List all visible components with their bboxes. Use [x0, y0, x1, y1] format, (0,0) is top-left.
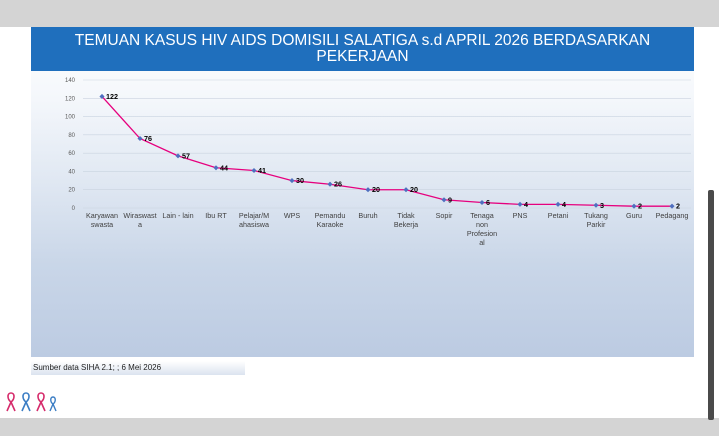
x-category-label: Tukang Parkir — [584, 211, 608, 229]
x-category-label: Pelajar/M ahasiswa — [239, 211, 269, 229]
x-category-label: PNS — [513, 211, 528, 220]
red-ribbon-logo — [6, 392, 57, 412]
data-point — [479, 199, 485, 206]
ribbon-figure-right — [36, 392, 46, 412]
x-category-label: Sopir — [436, 211, 453, 220]
data-label: 4 — [524, 200, 528, 209]
data-point — [251, 167, 257, 174]
x-category-label: Wiraswast a — [123, 211, 156, 229]
y-tick-label: 20 — [68, 188, 75, 194]
data-label: 26 — [334, 180, 342, 189]
y-tick-label: 60 — [68, 151, 75, 157]
data-point — [213, 165, 219, 171]
data-label: 76 — [144, 134, 152, 143]
data-label: 3 — [600, 201, 604, 210]
x-category-label: Petani — [548, 211, 569, 220]
data-label: 9 — [448, 195, 452, 204]
data-point — [555, 201, 561, 207]
data-label: 20 — [410, 185, 418, 194]
data-label: 57 — [182, 151, 190, 160]
data-label: 41 — [258, 166, 266, 175]
x-category-label: Lain - lain — [162, 211, 193, 220]
data-point — [365, 187, 371, 193]
data-point — [593, 202, 599, 208]
x-category-label: Ibu RT — [205, 211, 227, 220]
data-point — [517, 201, 523, 207]
ribbon-figure-center — [21, 392, 31, 412]
data-label: 2 — [676, 202, 680, 211]
data-point — [327, 181, 333, 187]
top-toolbar-strip — [0, 0, 719, 27]
line-chart: 0 20 40 60 80 100 120 140 Karyawan swasta Wiraswas… — [65, 78, 691, 247]
x-category-label: Karyawan swasta — [86, 211, 118, 229]
vertical-scrollbar[interactable] — [708, 190, 714, 420]
chart-slide: TEMUAN KASUS HIV AIDS DOMISILI SALATIGA … — [31, 27, 694, 357]
data-point — [175, 153, 181, 159]
data-label: 6 — [486, 198, 490, 207]
source-note: Sumber data SIHA 2.1; ; 6 Mei 2026 — [31, 361, 245, 375]
chart-title: TEMUAN KASUS HIV AIDS DOMISILI SALATIGA … — [74, 32, 651, 65]
data-point — [403, 187, 409, 193]
data-point — [137, 135, 143, 142]
data-point — [289, 178, 295, 184]
y-tick-label: 80 — [68, 133, 75, 139]
data-label: 30 — [296, 176, 304, 185]
x-category-label: Buruh — [358, 211, 377, 220]
data-label: 4 — [562, 200, 566, 209]
data-label: 122 — [106, 92, 118, 101]
data-point — [441, 197, 447, 203]
bottom-status-strip — [0, 418, 719, 436]
title-band: TEMUAN KASUS HIV AIDS DOMISILI SALATIGA … — [31, 27, 694, 71]
data-label: 44 — [220, 163, 228, 172]
x-category-label: Tenaga non Profesion al — [467, 211, 497, 247]
y-tick-label: 0 — [72, 206, 76, 212]
x-category-label: Guru — [626, 211, 642, 220]
y-tick-label: 100 — [65, 115, 76, 121]
y-tick-label: 120 — [65, 96, 76, 102]
series-line — [101, 96, 672, 207]
y-tick-label: 140 — [65, 78, 76, 84]
ribbon-figure-small — [49, 396, 57, 412]
x-category-label: Tidak Bekerja — [394, 211, 418, 229]
data-label: 20 — [372, 185, 380, 194]
x-category-label: Pedagang — [656, 211, 689, 220]
x-category-label: Pemandu Karaoke — [315, 211, 346, 229]
ribbon-figure-left — [6, 392, 16, 412]
y-tick-label: 40 — [68, 169, 75, 175]
x-category-label: WPS — [284, 211, 301, 220]
data-label: 2 — [638, 202, 642, 211]
